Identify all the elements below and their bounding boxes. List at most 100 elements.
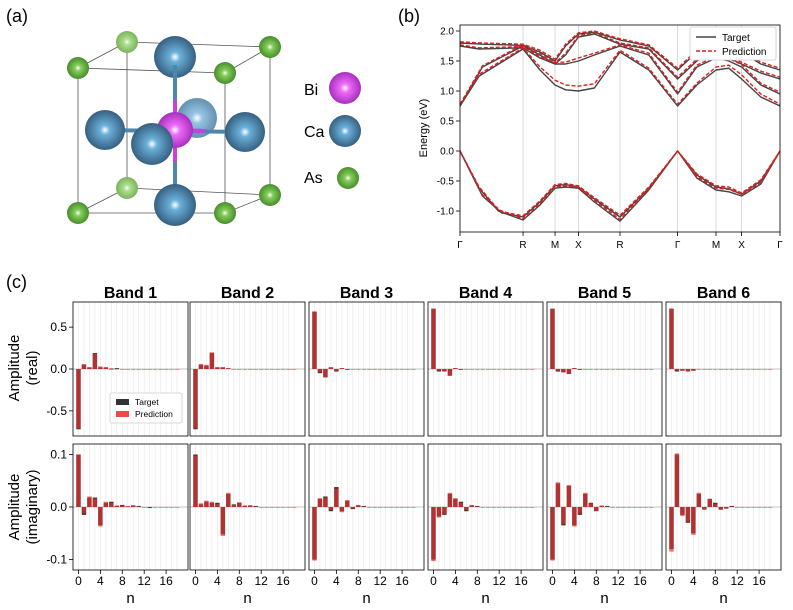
prediction-bar [142, 507, 147, 508]
amp-xtick-label: 12 [374, 574, 388, 588]
as-atom [214, 62, 236, 84]
real-ylabel-line2: (real) [24, 350, 41, 385]
prediction-bar [405, 369, 410, 370]
imag-ylabel-line2: (imaginary) [24, 469, 41, 544]
prediction-band-line [459, 150, 781, 217]
prediction-bar [76, 454, 81, 507]
amp-xtick-label: 4 [571, 574, 578, 588]
prediction-bar [405, 507, 410, 508]
prediction-bar [442, 369, 447, 372]
prediction-bar [767, 507, 773, 508]
prediction-bar [383, 507, 388, 508]
prediction-bar [458, 369, 464, 370]
prediction-bar [518, 369, 524, 370]
amp-xtick-label: 8 [236, 574, 243, 588]
prediction-bar [745, 507, 751, 508]
amp-xtick-label: 16 [514, 574, 528, 588]
prediction-bar [729, 506, 734, 507]
prediction-bar [502, 369, 507, 370]
prediction-bar [109, 368, 114, 369]
as-atom [67, 202, 89, 224]
prediction-bar [756, 369, 762, 370]
band-xtick-label: M [712, 240, 720, 251]
prediction-bar [125, 505, 130, 507]
prediction-bar [410, 507, 416, 508]
prediction-bar [87, 367, 92, 369]
prediction-bar [594, 369, 599, 370]
prediction-bar [491, 369, 496, 370]
prediction-bar [674, 369, 680, 371]
prediction-bar [120, 505, 125, 507]
amp-xtick-label: 4 [452, 574, 459, 588]
prediction-bar [566, 369, 572, 375]
as-atom [259, 184, 281, 206]
prediction-bar [76, 369, 81, 429]
prediction-bar [464, 369, 469, 370]
prediction-bar [378, 507, 383, 508]
ca-atom [154, 184, 196, 226]
prediction-bar [696, 492, 702, 507]
prediction-bar [626, 507, 632, 508]
prediction-bar [383, 369, 388, 370]
prediction-bar [643, 507, 648, 508]
amplitude-legend: Target Prediction [109, 392, 183, 424]
prediction-bar [577, 369, 583, 370]
prediction-band-line [459, 150, 781, 221]
prediction-bar [550, 507, 555, 561]
band-legend-target: Target [722, 33, 750, 44]
panel-label-c: (c) [6, 272, 27, 292]
amp-panel-frame [546, 301, 663, 437]
amp-xtick-label: 8 [355, 574, 362, 588]
prediction-bar [152, 369, 158, 370]
prediction-bar [475, 369, 480, 370]
prediction-bar [169, 369, 174, 370]
prediction-bar [685, 369, 691, 372]
panel-label-b: (b) [398, 6, 420, 26]
prediction-bar [231, 369, 236, 370]
band-ytick-label: -1.0 [437, 207, 455, 218]
prediction-bar [280, 507, 286, 508]
band-ytick-label: 1.0 [440, 87, 454, 98]
prediction-bar [125, 369, 130, 370]
prediction-bar [361, 506, 366, 507]
amp-xtick-label: 16 [752, 574, 766, 588]
amp-xtick-label: 12 [731, 574, 745, 588]
prediction-bar [648, 507, 654, 508]
prediction-bar [286, 369, 291, 370]
prediction-bar [442, 507, 447, 514]
prediction-bar [356, 369, 361, 370]
band-ytick-label: 0.0 [440, 147, 454, 158]
prediction-bar [109, 502, 114, 507]
as-atom [214, 202, 236, 224]
ca-legend-swatch [329, 115, 361, 147]
prediction-bar [275, 507, 280, 508]
prediction-bar [372, 507, 377, 508]
prediction-bar [685, 507, 691, 522]
band-title: Band 1 [104, 285, 157, 302]
prediction-bar [502, 507, 507, 508]
prediction-bar [269, 507, 275, 508]
prediction-bar [81, 507, 87, 514]
prediction-bar [248, 369, 253, 370]
amp-xtick-label: 4 [333, 574, 340, 588]
prediction-bar [447, 492, 453, 507]
prediction-bar [269, 369, 275, 370]
amp-xtick-label: 4 [214, 574, 221, 588]
prediction-bar [198, 503, 204, 507]
as-atom [116, 31, 138, 53]
band-xtick-label: X [575, 240, 582, 251]
prediction-bar [718, 369, 723, 370]
prediction-bar [702, 369, 707, 370]
amp-panel-frame [189, 301, 306, 437]
amp-xtick-label: 12 [612, 574, 626, 588]
prediction-bar [259, 369, 264, 370]
amp-xtick-label: 8 [712, 574, 719, 588]
prediction-bar [350, 369, 355, 370]
prediction-bar [621, 507, 626, 508]
prediction-bar [231, 504, 236, 507]
prediction-bar [529, 369, 535, 370]
prediction-bar [707, 369, 712, 370]
prediction-bar [291, 507, 297, 508]
prediction-bar [637, 507, 643, 508]
